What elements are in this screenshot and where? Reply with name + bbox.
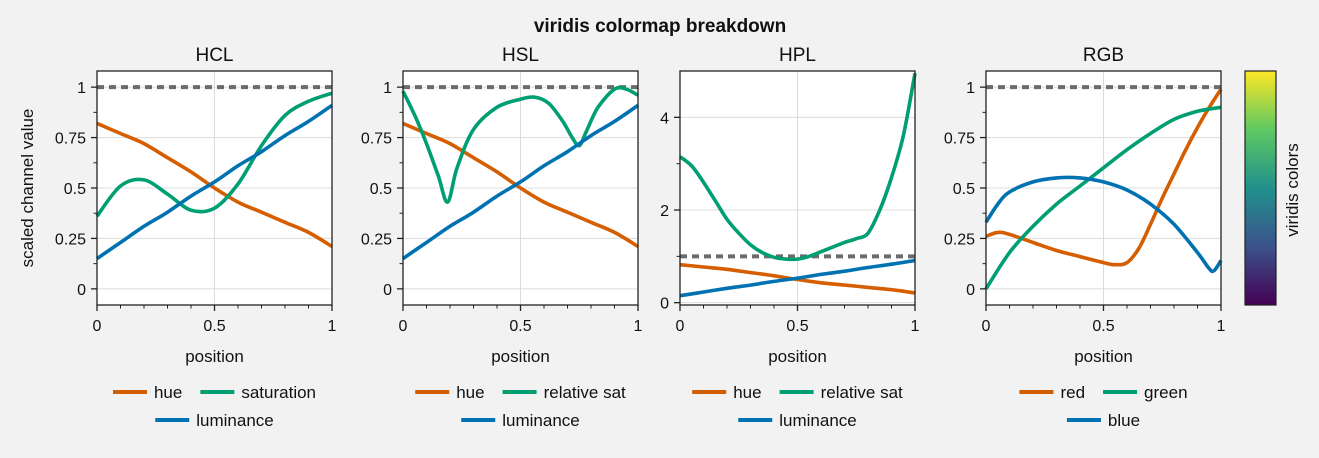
y-tick-label: 0.5 [953,181,975,198]
series-line-luminance [401,103,640,261]
legend-item: luminance [738,411,857,430]
legend-label: luminance [196,411,274,430]
legend: hue relative sat luminance [692,383,903,430]
y-tick-label: 2 [660,203,669,220]
panel-title: HSL [502,45,539,66]
y-tick-label: 4 [660,110,669,127]
series-line-luminance [679,258,916,298]
x-tick-label: 0 [93,318,102,335]
x-tick-label: 0 [676,318,685,335]
x-tick-label: 0.5 [509,318,531,335]
series-line-hue [96,121,333,249]
series-line-red [985,88,1223,267]
x-tick-label: 0.5 [203,318,225,335]
panel-hpl: 0 0.5 1 0 2 4 HPL position hue relative sat lumina… [660,45,919,430]
panel-hcl: 0 0.5 1 0 0.25 0.5 0.75 1 HCL position scaled chan… [18,45,337,430]
series-line-relative-sat [678,72,917,262]
y-tick-label: 1 [383,80,392,97]
series-line-luminance [95,103,334,261]
y-axis-label: scaled channel value [18,109,37,268]
colorbar-gradient [1244,70,1277,306]
x-tick-label: 0.5 [786,318,808,335]
panel-title: RGB [1083,45,1124,66]
y-tick-label: 0 [383,282,392,299]
colorbar: viridis colors [1244,70,1302,306]
legend-label: relative sat [821,383,903,402]
x-tick-label: 0 [982,318,991,335]
legend-item: saturation [200,383,316,402]
legend-label: blue [1108,411,1140,430]
legend-label: saturation [241,383,316,402]
legend-label: red [1060,383,1085,402]
y-tick-label: 0 [77,282,86,299]
series-line-hue [402,121,639,249]
x-axis-label: position [491,347,550,366]
y-tick-label: 1 [77,80,86,97]
panel-title: HCL [195,45,233,66]
legend-item: luminance [461,411,580,430]
legend-item: relative sat [779,383,903,402]
y-tick-label: 0.75 [55,131,86,148]
y-tick-label: 0.5 [370,181,392,198]
legend-label: relative sat [544,383,626,402]
series-line-green [984,105,1222,290]
panel-hsl: 0 0.5 1 0 0.25 0.5 0.75 1 HSL position hue relative… [361,45,643,430]
colorbar-label: viridis colors [1283,143,1302,237]
legend-label: hue [154,383,182,402]
y-tick-label: 0.75 [361,131,392,148]
y-tick-label: 0.25 [944,231,975,248]
y-tick-label: 1 [966,80,975,97]
legend-item: luminance [155,411,274,430]
x-tick-label: 0 [399,318,408,335]
legend: hue saturation luminance [112,383,316,430]
legend-item: hue [112,383,182,402]
legend: hue relative sat luminance [415,383,626,430]
x-tick-label: 1 [911,318,920,335]
legend-item: hue [415,383,485,402]
legend-label: hue [456,383,484,402]
y-tick-label: 0.75 [944,131,975,148]
x-axis-label: position [768,347,827,366]
legend-item: red [1019,383,1085,402]
panel-rgb: 0 0.5 1 0 0.25 0.5 0.75 1 RGB position red greenblu… [944,45,1226,430]
legend-item: relative sat [502,383,626,402]
y-tick-label: 0 [660,296,669,313]
legend-label: hue [733,383,761,402]
legend-item: hue [692,383,762,402]
x-tick-label: 1 [1217,318,1226,335]
series-line-blue [984,175,1223,274]
x-axis-label: position [1074,347,1133,366]
x-tick-label: 1 [328,318,337,335]
series-line-saturation [95,91,333,218]
y-tick-label: 0 [966,282,975,299]
y-tick-label: 0.25 [55,231,86,248]
legend-label: green [1144,383,1187,402]
y-tick-label: 0.25 [361,231,392,248]
x-tick-label: 1 [634,318,643,335]
legend-label: luminance [502,411,580,430]
x-axis-label: position [185,347,244,366]
panel-title: HPL [779,45,816,66]
legend-item: blue [1066,411,1140,430]
y-tick-label: 0.5 [64,181,86,198]
x-tick-label: 0.5 [1092,318,1114,335]
legend-item: green [1103,383,1188,402]
legend-label: luminance [779,411,857,430]
figure-title: viridis colormap breakdown [534,16,786,37]
series-line-relative-sat [401,85,639,204]
